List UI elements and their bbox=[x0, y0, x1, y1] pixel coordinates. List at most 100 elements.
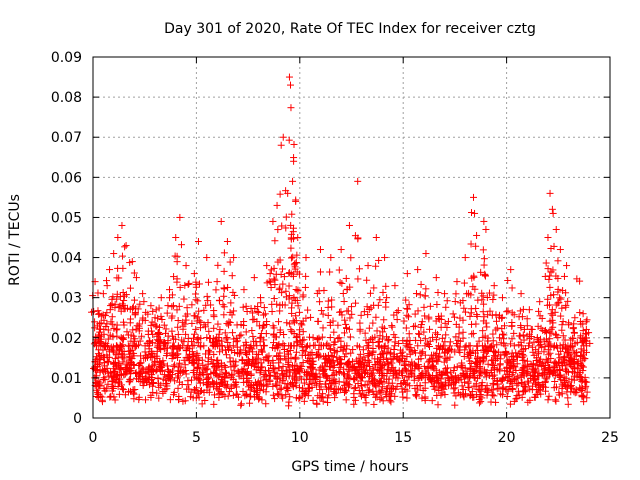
data-point bbox=[128, 346, 136, 354]
data-point bbox=[525, 379, 533, 387]
data-point bbox=[301, 391, 309, 399]
data-point bbox=[564, 368, 572, 376]
data-point bbox=[214, 386, 222, 394]
data-point bbox=[275, 390, 283, 398]
data-point bbox=[580, 398, 588, 406]
data-point bbox=[265, 357, 273, 365]
data-point bbox=[314, 392, 322, 400]
data-point bbox=[93, 386, 101, 394]
data-point bbox=[458, 361, 466, 369]
data-point bbox=[352, 384, 360, 392]
data-point bbox=[243, 391, 251, 399]
data-point bbox=[424, 341, 432, 349]
data-point bbox=[341, 316, 349, 324]
data-points bbox=[88, 73, 594, 410]
data-point bbox=[192, 384, 200, 392]
data-point bbox=[222, 363, 230, 371]
data-point bbox=[340, 353, 348, 361]
data-point bbox=[506, 377, 514, 385]
data-point bbox=[447, 368, 455, 376]
data-point bbox=[420, 362, 428, 370]
data-point bbox=[403, 394, 411, 402]
data-point bbox=[514, 379, 522, 387]
data-point bbox=[446, 342, 454, 350]
data-point bbox=[175, 392, 183, 400]
data-point bbox=[453, 363, 461, 371]
data-point bbox=[279, 362, 287, 370]
data-point bbox=[393, 382, 401, 390]
data-point bbox=[270, 339, 278, 347]
data-point bbox=[116, 364, 124, 372]
data-point bbox=[352, 366, 360, 374]
data-point bbox=[345, 366, 353, 374]
data-point bbox=[217, 389, 225, 397]
data-point bbox=[329, 378, 337, 386]
data-point bbox=[225, 388, 233, 396]
data-point bbox=[555, 391, 563, 399]
data-point bbox=[174, 350, 182, 358]
data-point bbox=[239, 356, 247, 364]
data-point bbox=[540, 348, 548, 356]
data-point bbox=[196, 369, 204, 377]
data-point bbox=[363, 381, 371, 389]
data-point bbox=[258, 347, 266, 355]
data-point bbox=[247, 371, 255, 379]
data-point bbox=[316, 385, 324, 393]
data-point bbox=[254, 354, 262, 362]
data-point bbox=[343, 325, 351, 333]
data-point bbox=[407, 344, 415, 352]
data-point bbox=[221, 329, 229, 337]
data-point bbox=[269, 391, 277, 399]
data-point bbox=[214, 356, 222, 364]
data-point bbox=[117, 343, 125, 351]
data-point bbox=[213, 384, 221, 392]
data-point bbox=[296, 337, 304, 345]
data-point bbox=[286, 393, 294, 401]
data-point bbox=[576, 309, 584, 317]
data-point bbox=[519, 387, 527, 395]
data-point bbox=[399, 348, 407, 356]
data-point bbox=[324, 374, 332, 382]
data-point bbox=[360, 308, 368, 316]
data-point bbox=[466, 392, 474, 400]
data-point bbox=[478, 379, 486, 387]
data-point bbox=[402, 366, 410, 374]
data-point bbox=[306, 355, 314, 363]
data-point bbox=[345, 367, 353, 375]
data-point bbox=[98, 393, 106, 401]
data-point bbox=[183, 304, 191, 312]
data-point bbox=[526, 396, 534, 404]
data-point bbox=[419, 387, 427, 395]
data-point bbox=[229, 391, 237, 399]
data-point bbox=[243, 379, 251, 387]
data-point bbox=[571, 389, 579, 397]
data-point bbox=[460, 393, 468, 401]
data-point bbox=[380, 372, 388, 380]
data-point bbox=[171, 377, 179, 385]
data-point bbox=[205, 346, 213, 354]
data-point bbox=[335, 266, 343, 274]
data-point bbox=[295, 308, 303, 316]
data-point bbox=[545, 351, 553, 359]
data-point bbox=[438, 383, 446, 391]
data-point bbox=[520, 388, 528, 396]
data-point bbox=[172, 335, 180, 343]
data-point bbox=[573, 275, 581, 283]
data-point bbox=[292, 348, 300, 356]
data-point bbox=[401, 385, 409, 393]
data-point bbox=[386, 396, 394, 404]
data-point bbox=[121, 391, 129, 399]
data-point bbox=[279, 394, 287, 402]
data-point bbox=[428, 397, 436, 405]
data-point bbox=[506, 400, 514, 408]
data-point bbox=[451, 384, 459, 392]
data-point bbox=[149, 379, 157, 387]
data-point bbox=[104, 358, 112, 366]
data-point bbox=[405, 340, 413, 348]
data-point bbox=[273, 390, 281, 398]
data-point bbox=[564, 394, 572, 402]
data-point bbox=[111, 369, 119, 377]
data-point bbox=[410, 323, 418, 331]
data-point bbox=[216, 379, 224, 387]
